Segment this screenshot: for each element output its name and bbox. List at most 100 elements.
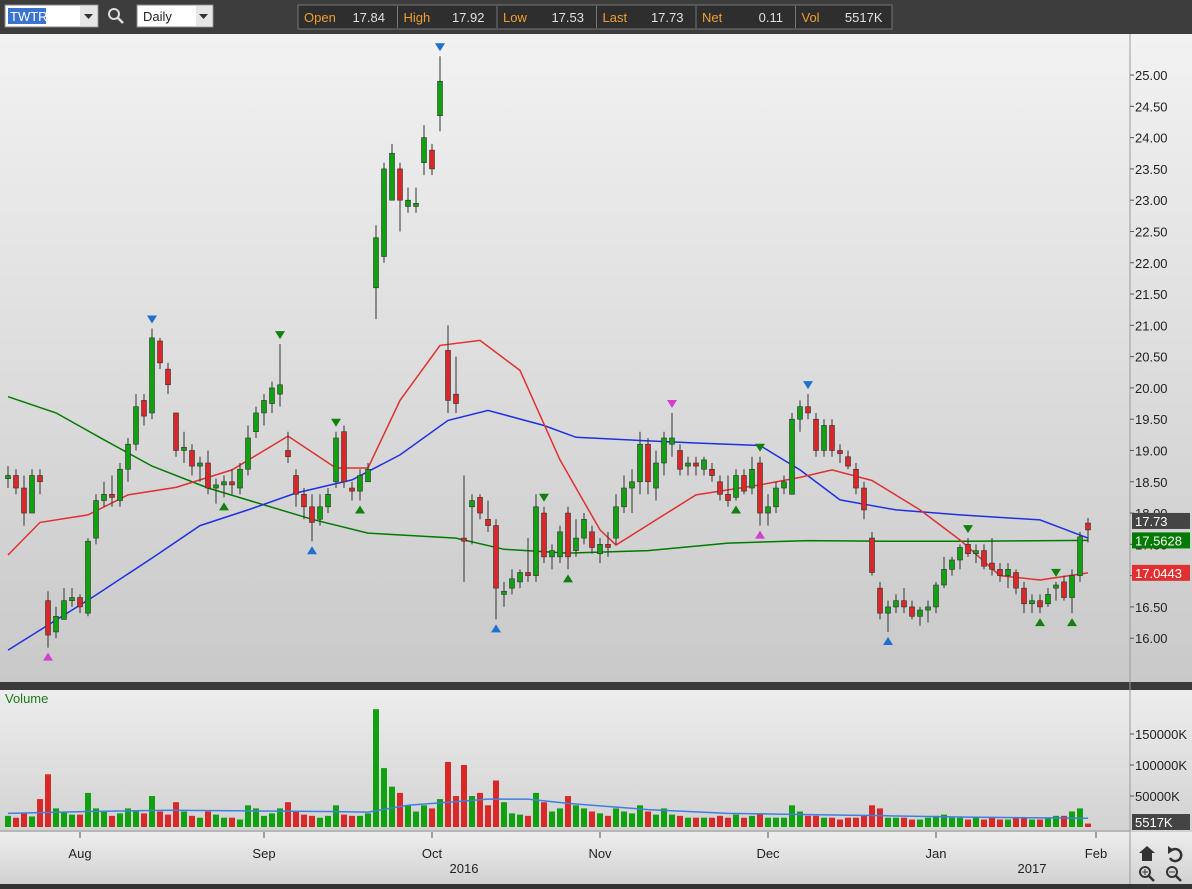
volume-bar [453,796,459,827]
volume-bar [853,817,859,827]
volume-bar [925,817,931,827]
volume-bar [845,817,851,827]
candle-body [557,531,563,558]
price-tag-label: 17.5628 [1135,533,1182,548]
volume-bar [349,815,355,827]
candle-body [909,606,915,617]
candle-body [429,149,435,170]
volume-bar [69,814,75,827]
candle-body [565,512,571,558]
volume-bar [781,817,787,827]
volume-bar [181,811,187,827]
volume-bar [557,808,563,827]
x-tick-label: Jan [926,846,947,861]
candle-body [717,481,723,495]
volume-bar [445,761,451,827]
volume-bar [485,805,491,827]
volume-bar [765,817,771,827]
y-tick-label: 25.00 [1135,68,1168,83]
price-tag [1132,532,1190,549]
stat-label: Last [603,10,628,25]
volume-bar [605,815,611,827]
candle-body [837,450,843,454]
volume-bar [221,817,227,827]
price-tag [1132,564,1190,581]
volume-bar [565,796,571,827]
candle-body [637,443,643,483]
candle-body [517,572,523,583]
signal-marker [667,399,677,408]
volume-bar [429,808,435,827]
candle-body [5,475,11,479]
y-tick-label: 100000K [1135,758,1187,773]
candle-body [205,462,211,489]
signal-marker [1051,568,1061,577]
volume-bar [21,813,27,827]
volume-bar [629,813,635,827]
volume-average [7,798,1089,820]
volume-bar [109,815,115,827]
candle-body [533,506,539,576]
volume-bar [29,816,35,827]
interval-select[interactable] [136,4,214,28]
volume-bar [877,808,883,827]
candle-body [789,418,795,495]
search-icon[interactable] [108,8,124,24]
candle-body [437,81,443,117]
volume-bar [157,811,163,827]
candle-body [493,525,499,589]
volume-bar [293,811,299,827]
volume-bar [53,808,59,827]
volume-bar [949,817,955,827]
symbol: TWTR [10,9,48,24]
time-axis [0,832,1192,884]
volume-bar [677,815,683,827]
candle-body [421,137,427,163]
home-button[interactable] [1139,846,1155,861]
volume-bar [149,796,155,827]
volume-bar [1005,819,1011,827]
price-tag-label: 17.73 [1135,514,1168,529]
volume-bar [93,808,99,827]
y-tick-label: 16.50 [1135,600,1168,615]
volume-bar [245,805,251,827]
signal-marker [539,493,549,502]
volume-bar [205,811,211,827]
candle-body [101,493,107,501]
price-tag [1132,512,1190,529]
candle-body [269,387,275,404]
zoom-in-button[interactable] [1139,866,1155,882]
signal-marker [755,530,765,539]
candle-body [957,547,963,561]
candle-body [1077,536,1083,576]
signal-marker [1067,618,1077,627]
volume-bar [885,817,891,827]
selection [8,8,46,24]
volume-bar [525,815,531,827]
signal-marker [219,502,229,511]
volume-bar [469,796,475,827]
volume-bar [901,817,907,827]
volume-bar [717,815,723,827]
signal-marker [355,505,365,514]
candle-body [885,606,891,614]
candle-body [389,152,395,201]
candle-body [413,203,419,207]
volume-bar [325,815,331,827]
candle-body [277,384,283,395]
volume-bar [973,817,979,827]
zoom-out-button[interactable] [1166,866,1182,882]
candle-body [941,569,947,586]
y-tick-label: 19.50 [1135,412,1168,427]
candle-body [917,609,923,617]
volume-bar [789,805,795,827]
volume-bar [709,817,715,827]
y-tick-label: 20.00 [1135,381,1168,396]
dropdown-arrow [199,14,208,19]
volume-bar [805,815,811,827]
stat-value: 17.84 [352,10,385,25]
undo-button[interactable] [1168,846,1183,863]
volume-bar [477,792,483,827]
